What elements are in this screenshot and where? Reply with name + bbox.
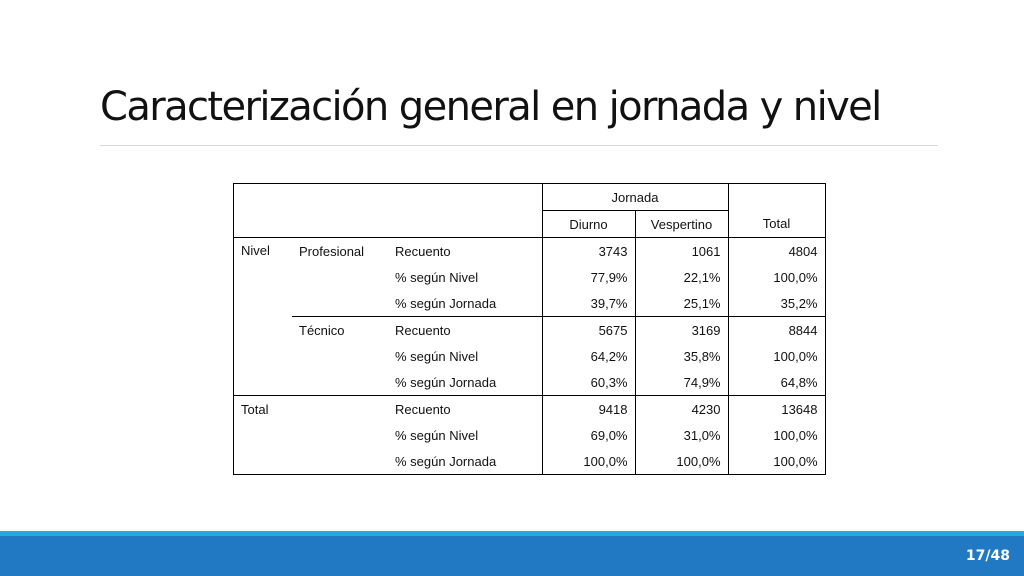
table-row: Total Recuento 9418 4230 13648 [234,395,825,422]
cell-value: 22,1% [635,264,729,290]
cell-value: 4230 [635,395,729,422]
stat-label: % según Jornada [388,448,543,474]
cell-value: 60,3% [542,369,636,396]
page-number: 17/48 [965,548,1010,564]
stat-label: Recuento [388,316,543,343]
cell-value: 9418 [542,395,636,422]
table-row: % según Jornada 39,7% 25,1% 35,2% [234,290,825,317]
cell-value: 25,1% [635,290,729,317]
cell-value: 35,8% [635,343,729,369]
cell-value: 69,0% [542,422,636,448]
header-corner [234,184,543,238]
group-label: Técnico [292,316,388,343]
cell-value: 4804 [788,243,818,259]
table-row: % según Jornada 60,3% 74,9% 64,8% [234,369,825,396]
title-divider [100,145,938,146]
cell-value: 100,0% [773,427,818,443]
slide-title: Caracterización general en jornada y niv… [100,84,882,130]
cell-value: 8844 [728,316,825,343]
cell-value: 3743 [542,237,636,264]
cell-value: 100,0% [542,448,636,474]
cell-value: 64,2% [542,343,636,369]
row-header-total: Total [241,401,269,417]
footer-bar [0,536,1024,576]
header-row-1: Jornada Total [234,184,825,238]
cell-value: 5675 [542,316,636,343]
footer-accent-line [0,531,1024,536]
header-vespertino: Vespertino [635,210,729,238]
cell-value: 100,0% [635,448,729,474]
stat-label: % según Jornada [388,290,543,317]
crosstab-table: Jornada Total Diurno Vespertino Nivel Pr… [233,183,826,475]
cell-value: 100,0% [773,348,818,364]
cell-value: 100,0% [773,269,818,285]
stat-label: Recuento [388,395,543,422]
table-row: Técnico Recuento 5675 3169 8844 [234,316,825,343]
stat-label: % según Nivel [388,422,543,448]
cell-value: 13648 [781,401,818,417]
header-row-2: Diurno Vespertino [234,210,825,238]
stat-label: % según Jornada [388,369,543,396]
row-header-nivel: Nivel [241,243,270,258]
header-jornada: Jornada [542,184,729,211]
cell-value: 31,0% [635,422,729,448]
cell-value: 64,8% [780,374,818,390]
cell-value: 77,9% [542,264,636,290]
stat-label: % según Nivel [388,264,543,290]
table-row: % según Nivel 77,9% 22,1% 100,0% [234,264,825,290]
group-label: Profesional [299,243,365,259]
cell-value: 3169 [635,316,729,343]
cell-value: 74,9% [635,369,729,396]
table-row: % según Nivel 64,2% 35,8% 100,0% [234,343,825,369]
table-row: % según Nivel 69,0% 31,0% 100,0% [234,422,825,448]
header-total: Total [762,216,791,231]
stat-label: % según Nivel [388,343,543,369]
cell-value: 1061 [635,237,729,264]
cell-value: 100,0% [773,453,818,469]
cell-value: 35,2% [780,295,818,311]
table-row: Nivel Profesional Recuento 3743 1061 480… [234,237,825,264]
stat-label: Recuento [388,237,543,264]
cell-value: 39,7% [542,290,636,317]
header-diurno: Diurno [542,210,636,238]
table-row: % según Jornada 100,0% 100,0% 100,0% [234,448,825,474]
